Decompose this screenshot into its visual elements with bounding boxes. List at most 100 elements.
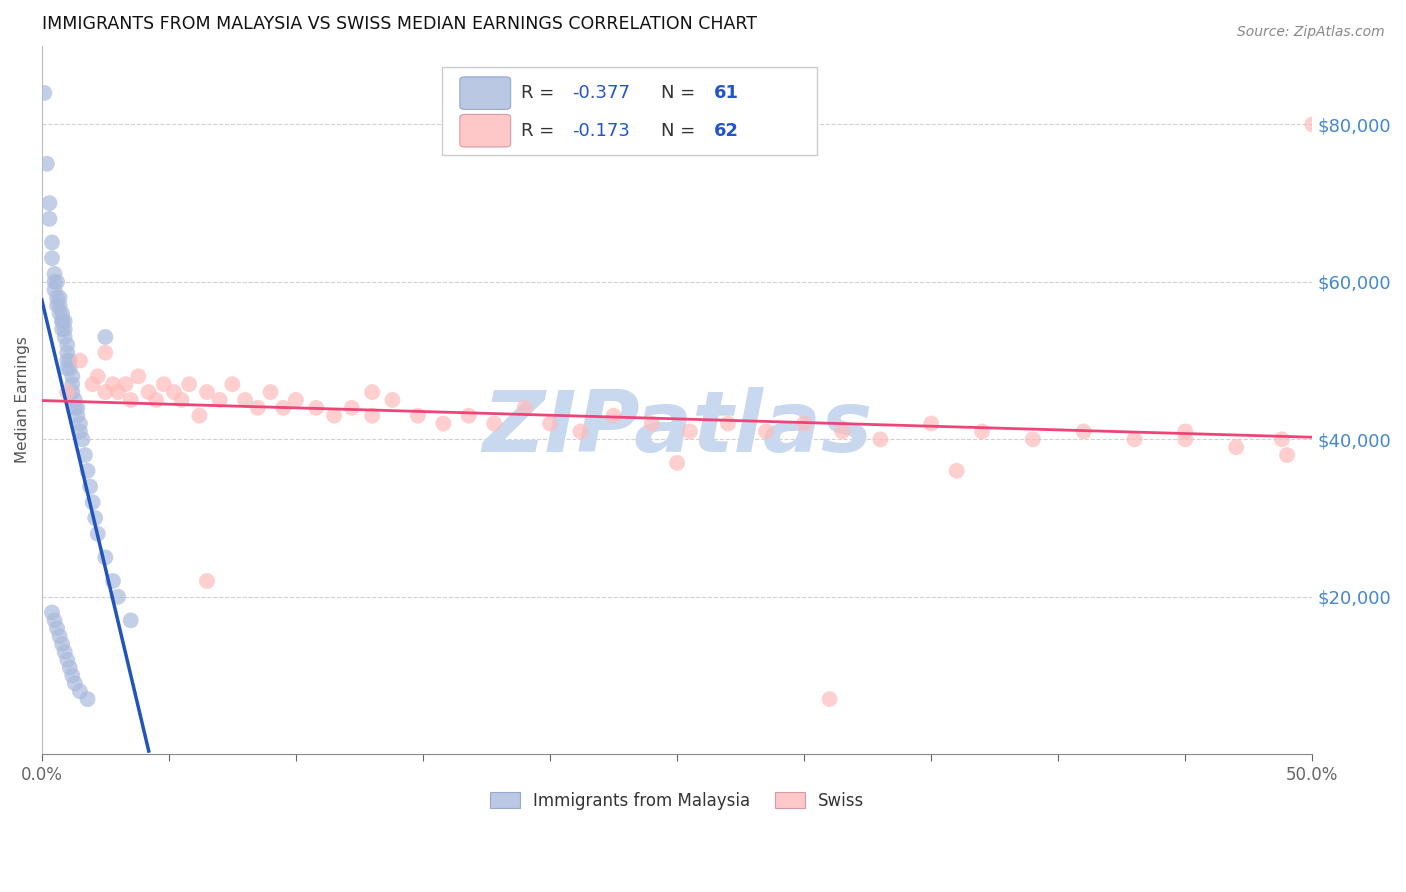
- Point: [41, 251, 63, 265]
- Point: [56, 653, 79, 667]
- Point: [66, 409, 89, 423]
- Point: [457, 409, 479, 423]
- Point: [60, 377, 83, 392]
- Point: [1271, 432, 1294, 446]
- Point: [63, 401, 86, 415]
- Text: -0.377: -0.377: [572, 84, 630, 103]
- Point: [69, 353, 91, 368]
- Point: [114, 377, 136, 392]
- Point: [73, 448, 96, 462]
- Point: [305, 401, 328, 415]
- Point: [793, 417, 815, 431]
- Point: [271, 401, 294, 415]
- Point: [63, 676, 86, 690]
- Point: [163, 385, 186, 400]
- Point: [46, 298, 69, 312]
- Text: N =: N =: [661, 84, 700, 103]
- Point: [138, 385, 160, 400]
- Text: Source: ZipAtlas.com: Source: ZipAtlas.com: [1237, 25, 1385, 39]
- Point: [84, 511, 107, 525]
- Point: [46, 275, 69, 289]
- Point: [51, 314, 73, 328]
- Point: [82, 495, 104, 509]
- Text: 62: 62: [714, 121, 740, 140]
- Point: [53, 322, 76, 336]
- Point: [46, 291, 69, 305]
- Point: [46, 621, 69, 635]
- Point: [51, 314, 73, 328]
- Point: [34, 86, 56, 100]
- Point: [920, 417, 942, 431]
- Point: [1123, 432, 1146, 446]
- Point: [94, 345, 117, 359]
- Point: [48, 298, 70, 312]
- Point: [1275, 448, 1298, 462]
- Point: [48, 629, 70, 643]
- Point: [101, 377, 124, 392]
- Point: [145, 392, 167, 407]
- Point: [818, 692, 841, 706]
- Point: [51, 306, 73, 320]
- Point: [679, 425, 702, 439]
- Legend: Immigrants from Malaysia, Swiss: Immigrants from Malaysia, Swiss: [482, 785, 872, 817]
- Point: [340, 401, 363, 415]
- Point: [59, 361, 82, 376]
- FancyBboxPatch shape: [441, 67, 817, 155]
- Point: [945, 464, 967, 478]
- Point: [94, 385, 117, 400]
- Point: [717, 417, 740, 431]
- Point: [323, 409, 346, 423]
- Point: [69, 425, 91, 439]
- FancyBboxPatch shape: [460, 114, 510, 147]
- Point: [69, 684, 91, 698]
- Point: [1174, 432, 1197, 446]
- Point: [38, 196, 60, 211]
- Point: [538, 417, 561, 431]
- Point: [60, 369, 83, 384]
- Point: [602, 409, 624, 423]
- Point: [361, 409, 384, 423]
- Point: [41, 235, 63, 250]
- Text: -0.173: -0.173: [572, 121, 630, 140]
- Point: [666, 456, 689, 470]
- Point: [72, 432, 94, 446]
- Point: [94, 550, 117, 565]
- Point: [1073, 425, 1095, 439]
- Point: [86, 369, 108, 384]
- Point: [59, 353, 82, 368]
- Point: [259, 385, 281, 400]
- Point: [56, 385, 79, 400]
- Point: [513, 401, 536, 415]
- Point: [246, 401, 269, 415]
- Point: [170, 392, 193, 407]
- Point: [51, 637, 73, 651]
- Point: [101, 574, 124, 588]
- Point: [120, 392, 142, 407]
- Point: [69, 417, 91, 431]
- Text: IMMIGRANTS FROM MALAYSIA VS SWISS MEDIAN EARNINGS CORRELATION CHART: IMMIGRANTS FROM MALAYSIA VS SWISS MEDIAN…: [42, 15, 756, 33]
- Point: [48, 306, 70, 320]
- Point: [195, 385, 218, 400]
- Point: [869, 432, 891, 446]
- Point: [41, 606, 63, 620]
- Point: [970, 425, 993, 439]
- Point: [482, 417, 505, 431]
- Point: [53, 645, 76, 659]
- Point: [107, 385, 129, 400]
- Point: [44, 275, 66, 289]
- Point: [59, 660, 82, 674]
- Point: [1301, 117, 1323, 131]
- Point: [195, 574, 218, 588]
- Point: [53, 330, 76, 344]
- Point: [127, 369, 149, 384]
- Point: [1225, 440, 1247, 454]
- Point: [381, 392, 404, 407]
- Point: [44, 283, 66, 297]
- Point: [60, 668, 83, 682]
- Point: [432, 417, 454, 431]
- Point: [221, 377, 243, 392]
- Point: [179, 377, 201, 392]
- Text: ZIPatlas: ZIPatlas: [482, 387, 872, 470]
- Point: [641, 417, 664, 431]
- Text: 61: 61: [714, 84, 740, 103]
